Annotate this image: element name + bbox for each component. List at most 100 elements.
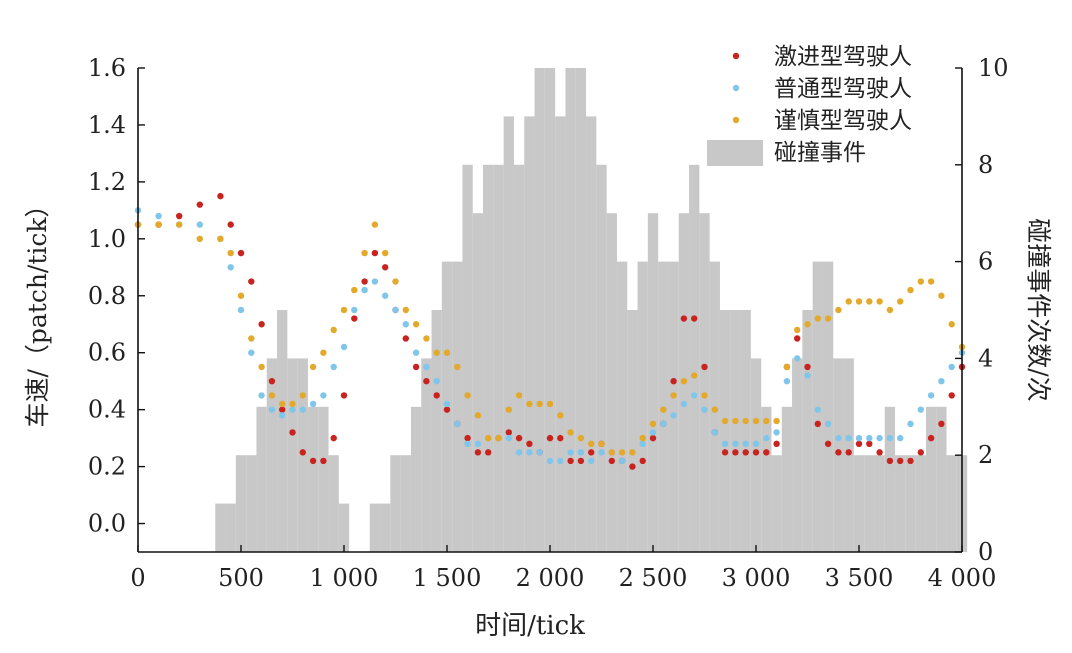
y-left-tick-label: 1.4 bbox=[88, 111, 126, 139]
speed-point bbox=[773, 417, 780, 425]
speed-point bbox=[917, 278, 924, 285]
speed-point bbox=[866, 440, 873, 448]
legend-label: 激进型驾驶人 bbox=[774, 44, 912, 70]
y-right-tick-label: 0 bbox=[978, 538, 993, 566]
speed-point bbox=[639, 457, 646, 465]
collision-bar bbox=[822, 261, 834, 552]
speed-point bbox=[577, 449, 585, 456]
y-left-tick-label: 1.0 bbox=[88, 225, 126, 253]
speed-point bbox=[824, 440, 832, 448]
x-tick-label: 0 bbox=[130, 564, 145, 592]
speed-point bbox=[361, 286, 368, 294]
speed-point bbox=[927, 434, 935, 442]
speed-point bbox=[546, 400, 554, 408]
speed-point bbox=[505, 434, 512, 442]
speed-point bbox=[505, 429, 512, 436]
speed-point bbox=[330, 326, 337, 334]
speed-point bbox=[711, 429, 718, 436]
speed-point bbox=[433, 377, 440, 385]
speed-point bbox=[495, 434, 502, 442]
speed-point bbox=[855, 298, 863, 305]
speed-point bbox=[763, 434, 770, 442]
speed-point bbox=[176, 221, 183, 228]
legend-label: 碰撞事件 bbox=[774, 140, 866, 166]
speed-point bbox=[639, 434, 646, 442]
speed-point bbox=[804, 321, 811, 328]
y-left-tick-label: 0.6 bbox=[88, 339, 126, 367]
speed-point bbox=[742, 440, 749, 448]
speed-point bbox=[680, 377, 688, 385]
speed-point bbox=[649, 420, 657, 428]
speed-point bbox=[938, 377, 945, 385]
speed-point bbox=[783, 377, 791, 385]
speed-point bbox=[557, 434, 564, 442]
x-tick-label: 1 500 bbox=[413, 564, 482, 592]
speed-points-layer bbox=[134, 192, 966, 470]
collision-bar bbox=[781, 406, 793, 552]
speed-point bbox=[680, 400, 688, 408]
speed-point bbox=[237, 292, 245, 299]
speed-point bbox=[392, 278, 399, 285]
collision-bar bbox=[421, 358, 432, 552]
y-left-tick-label: 0.2 bbox=[88, 453, 126, 481]
speed-point bbox=[351, 315, 358, 322]
speed-point bbox=[382, 264, 389, 271]
speed-point bbox=[948, 363, 955, 371]
speed-point bbox=[897, 434, 904, 442]
ticks-layer: 0 500 1 000 1 500 2 000 2 500 3 000 3 500 4 0000… bbox=[88, 54, 1009, 592]
speed-point bbox=[474, 440, 482, 448]
speed-point bbox=[927, 392, 935, 399]
speed-point bbox=[402, 306, 409, 314]
speed-point bbox=[330, 363, 337, 371]
speed-point bbox=[577, 457, 585, 465]
speed-point bbox=[433, 349, 440, 356]
speed-point bbox=[721, 440, 729, 448]
speed-point bbox=[691, 392, 698, 399]
speed-point bbox=[660, 420, 667, 428]
collision-bar bbox=[596, 164, 607, 553]
speed-point bbox=[464, 434, 471, 442]
speed-point bbox=[680, 315, 688, 322]
speed-point bbox=[835, 434, 842, 442]
x-tick-label: 4 000 bbox=[928, 564, 997, 592]
collision-bar bbox=[235, 455, 247, 552]
legend-label: 普通型驾驶人 bbox=[774, 76, 912, 102]
collision-bar bbox=[946, 455, 957, 552]
collision-bar bbox=[555, 116, 566, 553]
speed-point bbox=[835, 449, 842, 456]
speed-point bbox=[804, 372, 811, 379]
speed-point bbox=[855, 434, 863, 442]
y-right-tick-label: 10 bbox=[978, 54, 1009, 82]
collision-bar bbox=[266, 358, 278, 552]
speed-point bbox=[505, 406, 512, 413]
speed-point bbox=[567, 449, 574, 456]
speed-point bbox=[670, 377, 677, 385]
collision-bar bbox=[544, 68, 556, 552]
speed-point bbox=[485, 434, 492, 442]
speed-point bbox=[752, 449, 760, 456]
collision-bar bbox=[472, 213, 484, 552]
speed-point bbox=[196, 221, 203, 228]
speed-point bbox=[361, 249, 368, 257]
x-tick-label: 500 bbox=[218, 564, 264, 592]
speed-point bbox=[526, 400, 533, 408]
collision-bar bbox=[606, 213, 617, 552]
speed-point bbox=[618, 449, 626, 456]
speed-point bbox=[258, 392, 265, 399]
speed-point bbox=[845, 449, 852, 456]
y-right-tick-label: 6 bbox=[978, 248, 993, 276]
speed-point bbox=[752, 440, 760, 448]
speed-point bbox=[227, 264, 234, 271]
speed-point bbox=[897, 298, 904, 305]
collision-bar bbox=[493, 164, 504, 553]
speed-point bbox=[279, 406, 286, 413]
speed-point bbox=[340, 306, 348, 314]
speed-point bbox=[237, 249, 245, 257]
collision-bar bbox=[534, 68, 545, 552]
speed-point bbox=[289, 400, 296, 408]
speed-point bbox=[248, 278, 255, 285]
speed-point bbox=[783, 363, 791, 371]
speed-point bbox=[515, 449, 523, 456]
speed-point bbox=[907, 286, 914, 294]
